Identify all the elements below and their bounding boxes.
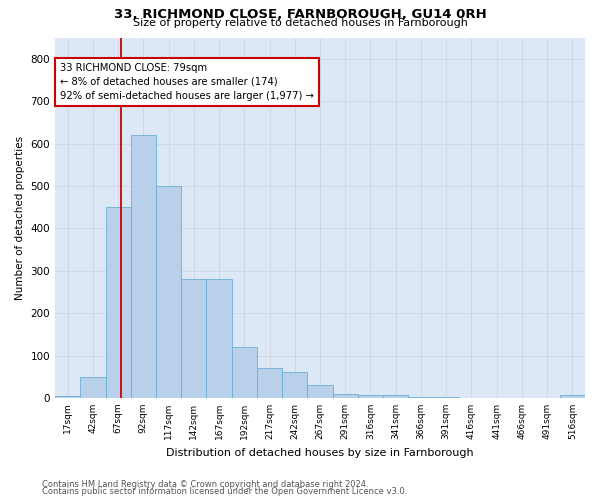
X-axis label: Distribution of detached houses by size in Farnborough: Distribution of detached houses by size …: [166, 448, 474, 458]
Bar: [409, 396, 434, 398]
Bar: [282, 372, 307, 398]
Bar: [257, 368, 282, 398]
Bar: [131, 135, 156, 398]
Bar: [206, 279, 232, 398]
Bar: [156, 186, 181, 398]
Bar: [332, 394, 358, 398]
Y-axis label: Number of detached properties: Number of detached properties: [15, 136, 25, 300]
Bar: [106, 207, 131, 398]
Bar: [232, 347, 257, 398]
Text: 33 RICHMOND CLOSE: 79sqm
← 8% of detached houses are smaller (174)
92% of semi-d: 33 RICHMOND CLOSE: 79sqm ← 8% of detache…: [61, 62, 314, 100]
Bar: [307, 385, 332, 398]
Bar: [434, 396, 459, 398]
Bar: [383, 394, 409, 398]
Bar: [358, 394, 383, 398]
Bar: [55, 396, 80, 398]
Text: Contains public sector information licensed under the Open Government Licence v3: Contains public sector information licen…: [42, 487, 407, 496]
Text: Size of property relative to detached houses in Farnborough: Size of property relative to detached ho…: [133, 18, 467, 28]
Bar: [560, 394, 585, 398]
Text: Contains HM Land Registry data © Crown copyright and database right 2024.: Contains HM Land Registry data © Crown c…: [42, 480, 368, 489]
Text: 33, RICHMOND CLOSE, FARNBOROUGH, GU14 0RH: 33, RICHMOND CLOSE, FARNBOROUGH, GU14 0R…: [113, 8, 487, 20]
Bar: [80, 376, 106, 398]
Bar: [181, 279, 206, 398]
